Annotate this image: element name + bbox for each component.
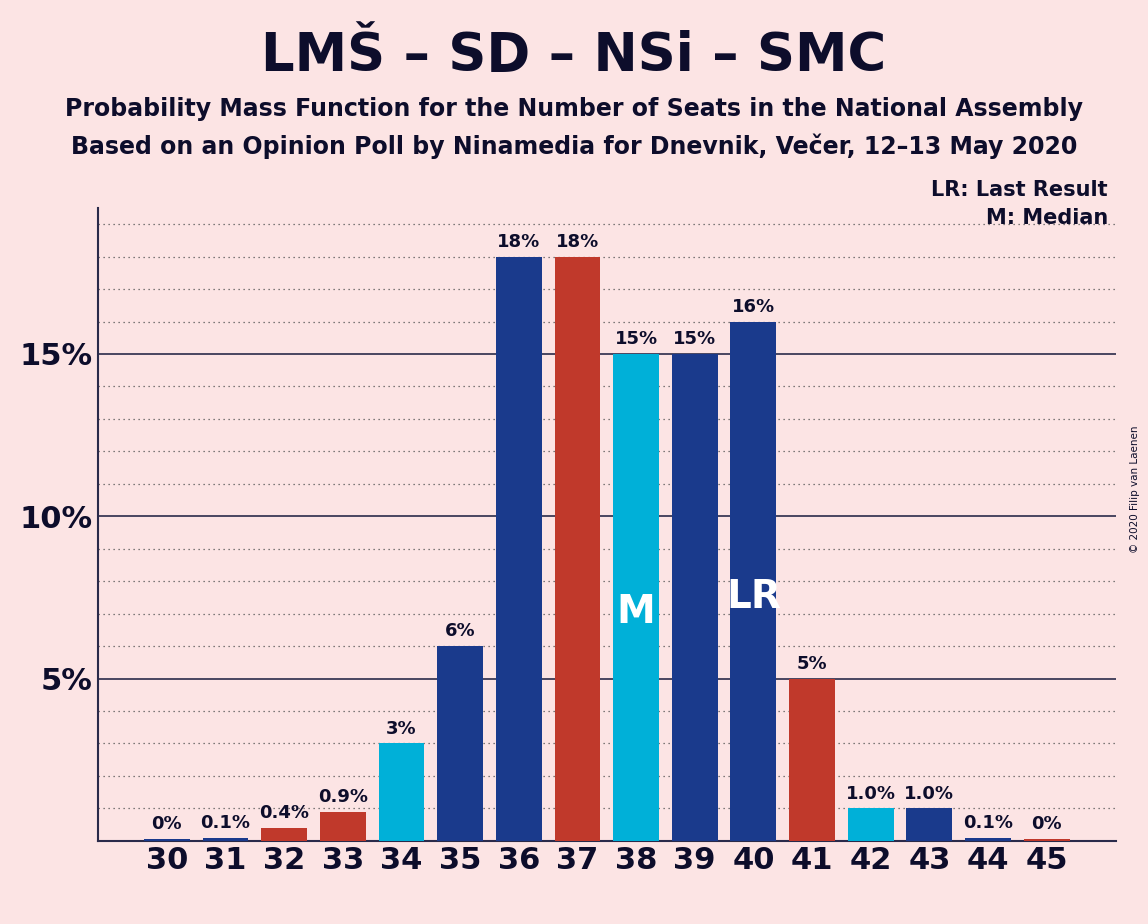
Bar — [672, 354, 718, 841]
Bar — [379, 744, 425, 841]
Bar — [262, 828, 307, 841]
Text: M: Median: M: Median — [986, 208, 1108, 228]
Bar — [907, 808, 952, 841]
Text: LR: LR — [726, 578, 781, 615]
Text: 18%: 18% — [497, 233, 541, 250]
Text: 18%: 18% — [556, 233, 599, 250]
Bar — [320, 811, 365, 841]
Text: 0.9%: 0.9% — [318, 788, 367, 806]
Bar — [437, 646, 483, 841]
Text: 0%: 0% — [152, 815, 183, 833]
Bar — [789, 678, 835, 841]
Text: LMŠ – SD – NSi – SMC: LMŠ – SD – NSi – SMC — [262, 30, 886, 81]
Text: 0.4%: 0.4% — [259, 804, 309, 822]
Text: 5%: 5% — [797, 655, 828, 673]
Text: 0.1%: 0.1% — [963, 814, 1013, 832]
Text: 1.0%: 1.0% — [905, 784, 954, 803]
Text: 0.1%: 0.1% — [201, 814, 250, 832]
Text: 1.0%: 1.0% — [846, 784, 895, 803]
Bar — [730, 322, 776, 841]
Bar — [496, 257, 542, 841]
Text: 0%: 0% — [1031, 815, 1062, 833]
Text: LR: Last Result: LR: Last Result — [931, 180, 1108, 201]
Bar — [1024, 839, 1070, 841]
Text: 15%: 15% — [673, 330, 716, 348]
Bar — [848, 808, 893, 841]
Text: © 2020 Filip van Laenen: © 2020 Filip van Laenen — [1130, 426, 1140, 553]
Text: Probability Mass Function for the Number of Seats in the National Assembly: Probability Mass Function for the Number… — [65, 97, 1083, 121]
Bar — [613, 354, 659, 841]
Bar — [554, 257, 600, 841]
Text: 15%: 15% — [614, 330, 658, 348]
Bar — [965, 837, 1011, 841]
Text: Based on an Opinion Poll by Ninamedia for Dnevnik, Večer, 12–13 May 2020: Based on an Opinion Poll by Ninamedia fo… — [71, 134, 1077, 160]
Text: 6%: 6% — [444, 622, 475, 640]
Bar — [202, 837, 248, 841]
Text: 16%: 16% — [731, 298, 775, 316]
Bar — [144, 839, 189, 841]
Text: M: M — [616, 593, 656, 631]
Text: 3%: 3% — [386, 720, 417, 737]
